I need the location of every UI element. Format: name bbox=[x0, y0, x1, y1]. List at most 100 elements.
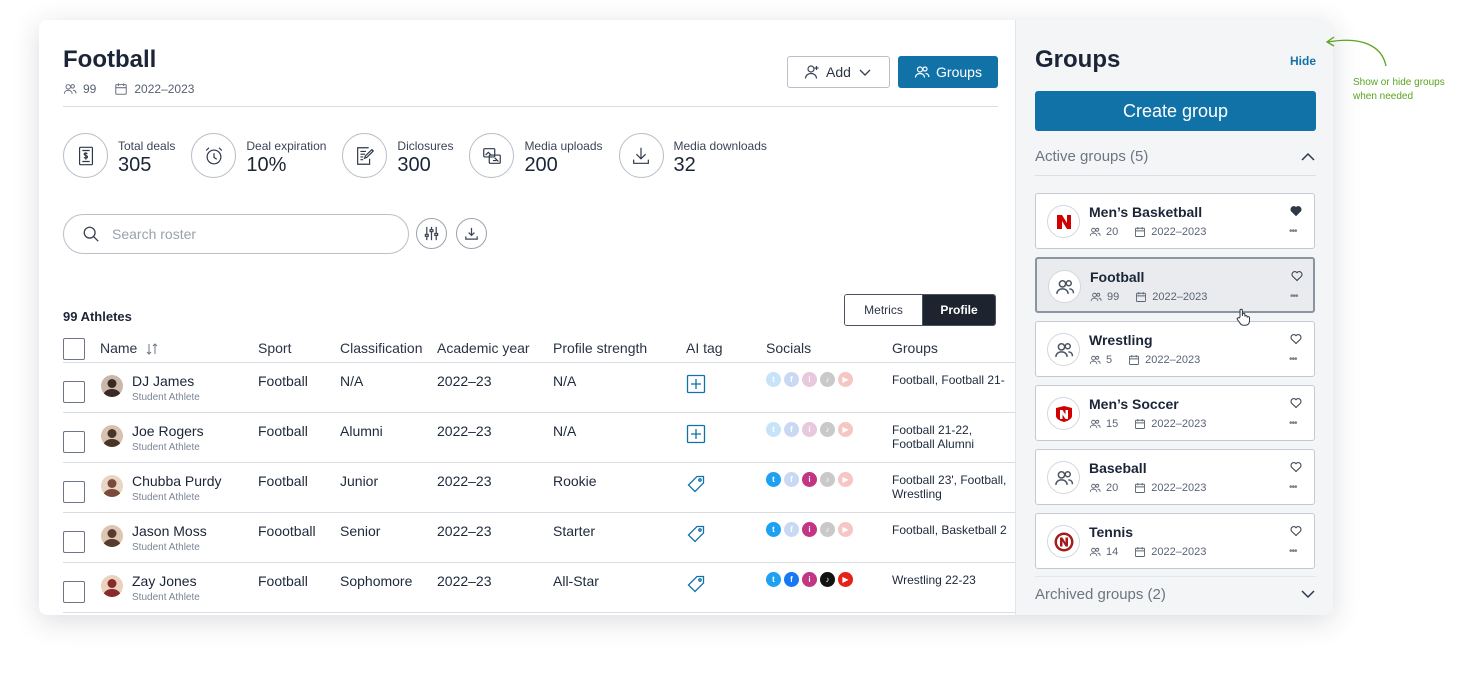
stat-media-downloads[interactable]: Media downloads 32 bbox=[618, 133, 767, 178]
instagram-icon[interactable]: i bbox=[802, 572, 817, 587]
stat-media-uploads[interactable]: Media uploads 200 bbox=[469, 133, 603, 178]
people-icon bbox=[1089, 355, 1101, 365]
facebook-icon[interactable]: f bbox=[784, 422, 799, 437]
youtube-icon[interactable]: ▶ bbox=[838, 522, 853, 537]
academic-year-cell: 2022–23 bbox=[437, 573, 492, 589]
tiktok-icon[interactable]: ♪ bbox=[820, 572, 835, 587]
groups-button[interactable]: Groups bbox=[898, 56, 998, 88]
tiktok-icon[interactable]: ♪ bbox=[820, 372, 835, 387]
twitter-icon[interactable]: t bbox=[766, 472, 781, 487]
more-options-icon[interactable]: ••• bbox=[1290, 291, 1298, 302]
athlete-role: Student Athlete bbox=[132, 542, 200, 553]
group-card[interactable]: Men’s Basketball 20 2022–2023 ••• bbox=[1035, 193, 1315, 249]
academic-year-cell: 2022–23 bbox=[437, 473, 492, 489]
table-row[interactable]: Zay Jones Student Athlete Football Sopho… bbox=[63, 563, 1015, 613]
hide-link[interactable]: Hide bbox=[1290, 54, 1317, 68]
group-card[interactable]: Baseball 20 2022–2023 ••• bbox=[1035, 449, 1315, 505]
group-season: 2022–2023 bbox=[1151, 418, 1207, 430]
group-card[interactable]: Tennis 14 2022–2023 ••• bbox=[1035, 513, 1315, 569]
twitter-icon[interactable]: t bbox=[766, 372, 781, 387]
twitter-icon[interactable]: t bbox=[766, 422, 781, 437]
filter-button[interactable] bbox=[416, 218, 447, 249]
group-season: 2022–2023 bbox=[1151, 226, 1207, 238]
group-card[interactable]: Men’s Soccer 15 2022–2023 ••• bbox=[1035, 385, 1315, 441]
instagram-icon[interactable]: i bbox=[802, 422, 817, 437]
instagram-icon[interactable]: i bbox=[802, 472, 817, 487]
more-options-icon[interactable]: ••• bbox=[1289, 226, 1297, 237]
hand-cursor-icon bbox=[1236, 308, 1250, 326]
instagram-icon[interactable]: i bbox=[802, 372, 817, 387]
add-button[interactable]: Add bbox=[787, 56, 890, 88]
twitter-icon[interactable]: t bbox=[766, 522, 781, 537]
facebook-icon[interactable]: f bbox=[784, 472, 799, 487]
heart-icon[interactable] bbox=[1290, 525, 1302, 537]
export-button[interactable] bbox=[456, 218, 487, 249]
youtube-icon[interactable]: ▶ bbox=[838, 372, 853, 387]
heart-icon[interactable] bbox=[1290, 333, 1302, 345]
column-groups: Groups bbox=[892, 340, 938, 356]
facebook-icon[interactable]: f bbox=[784, 372, 799, 387]
column-name[interactable]: Name bbox=[100, 340, 138, 356]
tag-icon[interactable] bbox=[686, 574, 706, 594]
twitter-icon[interactable]: t bbox=[766, 572, 781, 587]
athlete-name[interactable]: DJ James bbox=[132, 373, 195, 389]
table-row[interactable]: Jason Moss Student Athlete Foootball Sen… bbox=[63, 513, 1015, 563]
instagram-icon[interactable]: i bbox=[802, 522, 817, 537]
heart-icon[interactable] bbox=[1290, 397, 1302, 409]
facebook-icon[interactable]: f bbox=[784, 572, 799, 587]
group-card[interactable]: Wrestling 5 2022–2023 ••• bbox=[1035, 321, 1315, 377]
athlete-name[interactable]: Chubba Purdy bbox=[132, 473, 222, 489]
media-icon bbox=[483, 147, 501, 164]
table-row[interactable]: DJ James Student Athlete Football N/A 20… bbox=[63, 363, 1015, 413]
create-group-button[interactable]: Create group bbox=[1035, 91, 1316, 131]
select-all-checkbox[interactable] bbox=[63, 338, 85, 360]
youtube-icon[interactable]: ▶ bbox=[838, 472, 853, 487]
row-checkbox[interactable] bbox=[63, 581, 85, 603]
group-logo bbox=[1047, 525, 1080, 558]
people-icon bbox=[1055, 279, 1074, 294]
heart-icon[interactable] bbox=[1290, 205, 1302, 217]
add-tag-icon[interactable] bbox=[686, 374, 706, 394]
more-options-icon[interactable]: ••• bbox=[1289, 546, 1297, 557]
more-options-icon[interactable]: ••• bbox=[1289, 482, 1297, 493]
athlete-name[interactable]: Zay Jones bbox=[132, 573, 197, 589]
archived-groups-header[interactable]: Archived groups (2) bbox=[1035, 586, 1166, 603]
tag-icon[interactable] bbox=[686, 524, 706, 544]
more-options-icon[interactable]: ••• bbox=[1289, 418, 1297, 429]
add-tag-icon[interactable] bbox=[686, 424, 706, 444]
heart-icon[interactable] bbox=[1291, 270, 1303, 282]
row-checkbox[interactable] bbox=[63, 381, 85, 403]
more-options-icon[interactable]: ••• bbox=[1289, 354, 1297, 365]
row-checkbox[interactable] bbox=[63, 481, 85, 503]
table-row[interactable]: Chubba Purdy Student Athlete Football Ju… bbox=[63, 463, 1015, 513]
heart-icon[interactable] bbox=[1290, 461, 1302, 473]
avatar bbox=[101, 525, 123, 547]
athlete-name[interactable]: Jason Moss bbox=[132, 523, 207, 539]
group-card[interactable]: Football 99 2022–2023 ••• bbox=[1035, 257, 1315, 313]
row-checkbox[interactable] bbox=[63, 431, 85, 453]
tiktok-icon[interactable]: ♪ bbox=[820, 522, 835, 537]
active-groups-header[interactable]: Active groups (5) bbox=[1035, 148, 1149, 165]
tiktok-icon[interactable]: ♪ bbox=[820, 422, 835, 437]
row-checkbox[interactable] bbox=[63, 531, 85, 553]
tiktok-icon[interactable]: ♪ bbox=[820, 472, 835, 487]
stat-label: Diclosures bbox=[397, 139, 454, 153]
chevron-down-icon[interactable] bbox=[1300, 586, 1316, 602]
annotation-line: when needed bbox=[1353, 91, 1414, 102]
facebook-icon[interactable]: f bbox=[784, 522, 799, 537]
stat-deal-expiration[interactable]: Deal expiration 10% bbox=[191, 133, 326, 178]
table-row[interactable]: Joe Rogers Student Athlete Football Alum… bbox=[63, 413, 1015, 463]
metrics-tab[interactable]: Metrics bbox=[845, 295, 923, 325]
youtube-icon[interactable]: ▶ bbox=[838, 422, 853, 437]
tag-icon[interactable] bbox=[686, 474, 706, 494]
stat-disclosures[interactable]: Diclosures 300 bbox=[342, 133, 453, 178]
youtube-icon[interactable]: ▶ bbox=[838, 572, 853, 587]
chevron-up-icon[interactable] bbox=[1300, 149, 1316, 165]
annotation-note: Show or hide groups when needed bbox=[1353, 76, 1445, 104]
stat-total-deals[interactable]: Total deals 305 bbox=[63, 133, 175, 178]
athlete-name[interactable]: Joe Rogers bbox=[132, 423, 204, 439]
sort-icon[interactable] bbox=[146, 343, 158, 355]
search-input[interactable] bbox=[112, 226, 392, 242]
profile-tab[interactable]: Profile bbox=[923, 295, 995, 325]
stat-label: Deal expiration bbox=[246, 139, 327, 153]
